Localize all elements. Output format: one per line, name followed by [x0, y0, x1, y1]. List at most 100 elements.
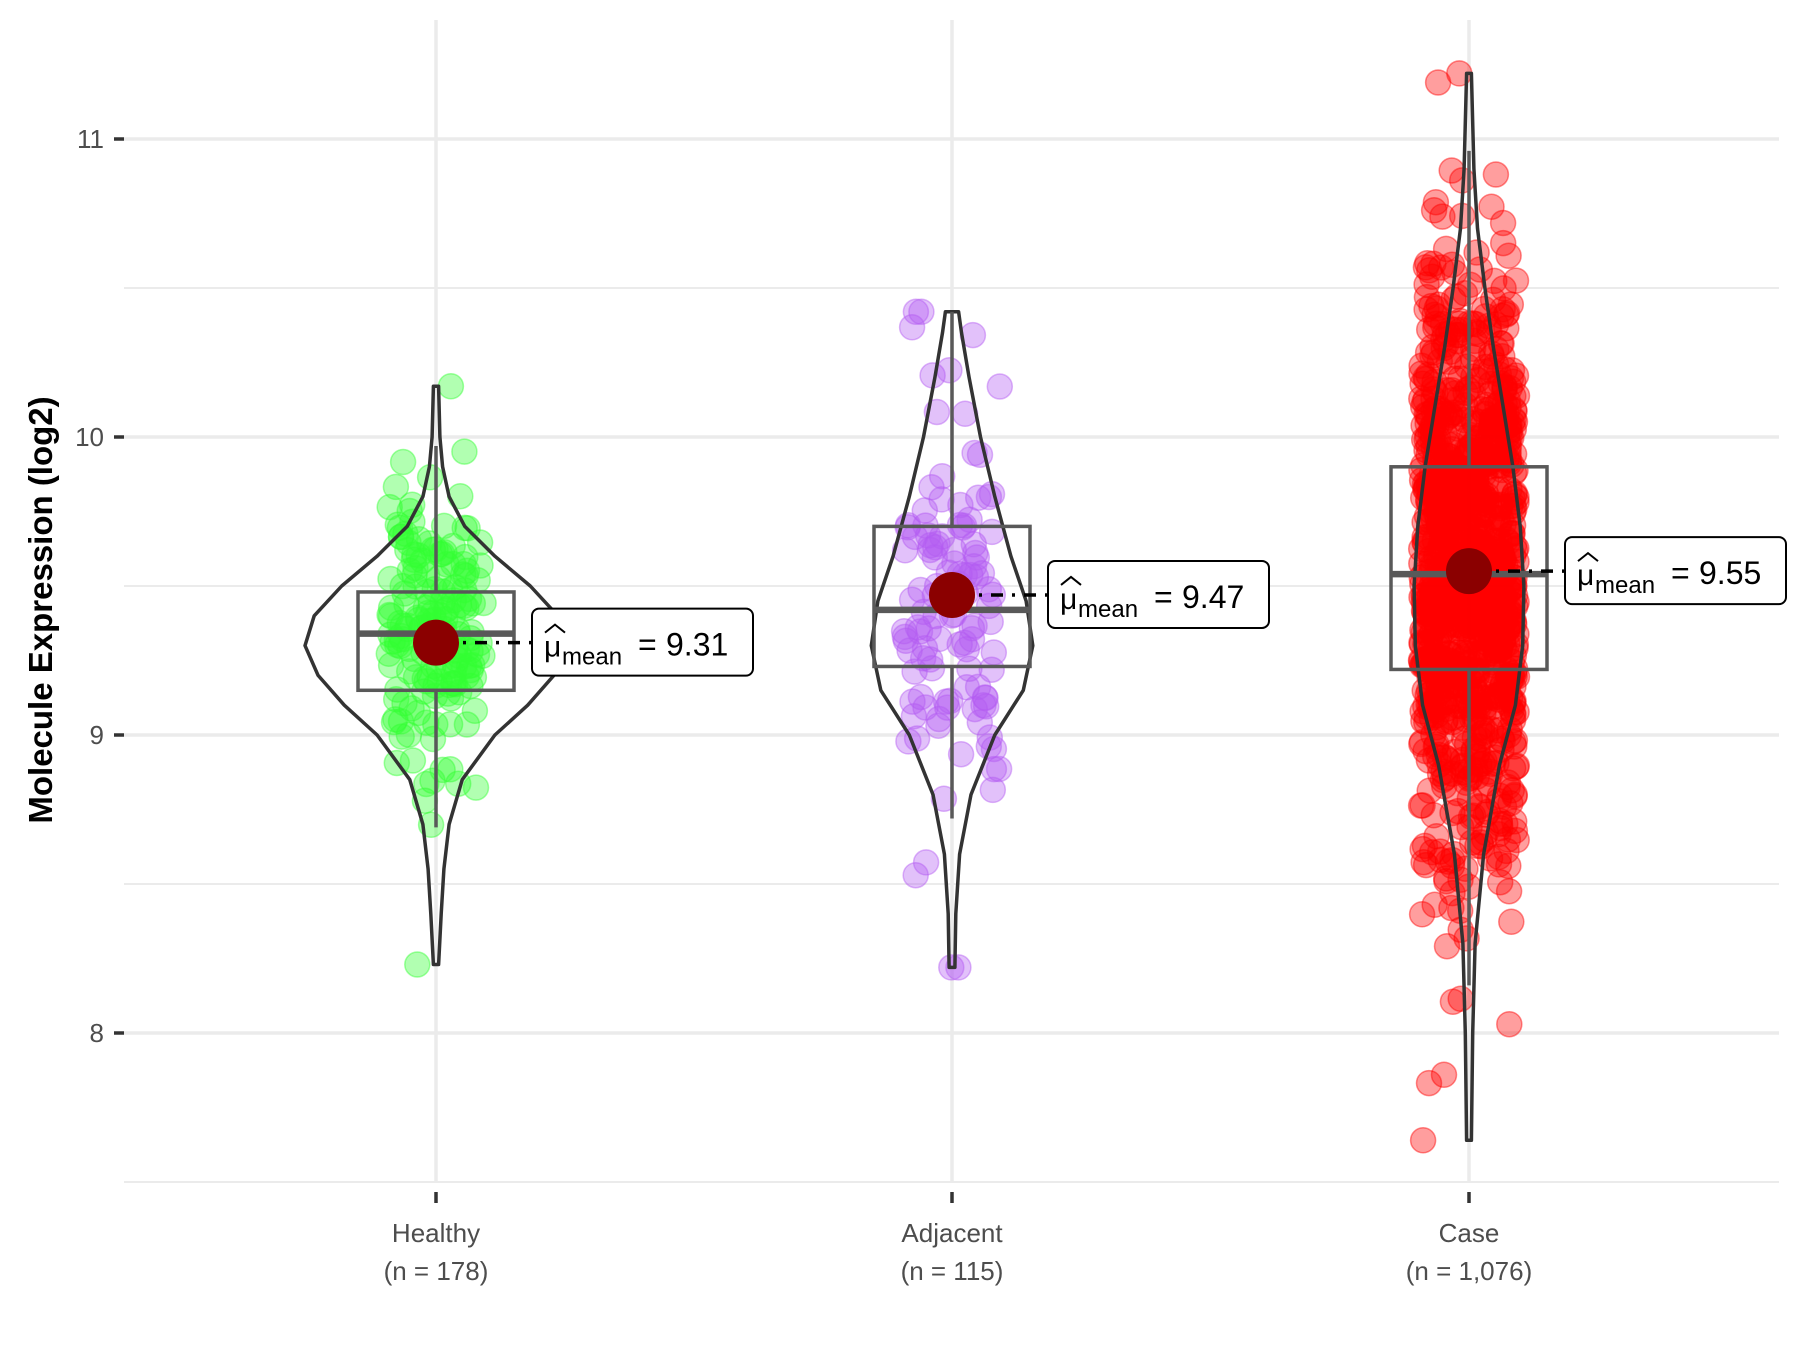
data-point [1412, 630, 1439, 658]
data-point [1408, 456, 1435, 484]
data-point [1462, 477, 1489, 504]
data-point [1502, 267, 1530, 294]
data-point [1423, 633, 1451, 660]
data-point [437, 685, 465, 712]
equals-sign: = [638, 627, 657, 663]
data-point [1470, 699, 1497, 727]
data-point [1447, 500, 1474, 528]
data-point [1447, 599, 1475, 626]
data-point [1492, 600, 1519, 627]
data-point [1474, 425, 1502, 453]
data-point [1483, 514, 1511, 541]
data-point [1489, 627, 1517, 654]
data-point [1468, 601, 1495, 628]
y-axis-title: Molecule Expression (log2) [22, 396, 59, 823]
data-point [1428, 608, 1456, 636]
data-point [1462, 624, 1490, 651]
data-point [1434, 647, 1461, 674]
x-tick-label-case: Case [1439, 1218, 1500, 1248]
mean-label-healthy: μ mean = 9.31 [531, 607, 754, 677]
data-point [1479, 693, 1506, 721]
data-point [1409, 370, 1436, 398]
data-point [1487, 541, 1515, 568]
data-point [1440, 405, 1467, 433]
mean-point-healthy [413, 619, 459, 666]
data-point [1478, 444, 1506, 471]
data-point [1472, 606, 1499, 633]
data-point [1409, 835, 1436, 863]
data-point [377, 594, 405, 622]
data-point [1458, 627, 1485, 654]
data-point [1448, 482, 1476, 510]
data-point [1442, 477, 1470, 504]
data-point [377, 651, 405, 679]
data-point [457, 656, 484, 684]
data-point [902, 861, 929, 889]
data-point [1495, 578, 1523, 605]
data-point [1487, 491, 1514, 518]
data-point [912, 849, 940, 876]
data-point [462, 774, 490, 801]
data-point [1480, 603, 1507, 631]
data-point [1441, 450, 1468, 477]
data-point [1475, 590, 1503, 617]
data-point [1425, 513, 1453, 540]
data-point [1470, 490, 1497, 517]
data-point [1464, 425, 1491, 452]
data-point [382, 473, 410, 501]
data-point [1486, 539, 1513, 566]
data-point [413, 668, 440, 695]
boxplots [356, 150, 1549, 986]
data-point [1433, 745, 1461, 772]
data-point [1484, 421, 1512, 448]
data-point [1427, 533, 1454, 561]
data-point [452, 562, 479, 590]
data-point [1486, 636, 1513, 664]
data-point [1486, 635, 1514, 662]
data-point [1458, 481, 1485, 509]
data-point [1498, 357, 1526, 384]
data-point [1429, 203, 1456, 230]
data-point [1425, 471, 1452, 499]
data-point [1439, 507, 1466, 534]
data-point [1489, 209, 1517, 237]
data-point [1445, 513, 1473, 540]
data-point [1477, 414, 1505, 442]
data-point [437, 373, 465, 400]
data-point [1454, 607, 1482, 634]
data-point [1412, 254, 1440, 281]
data-point [1479, 503, 1506, 531]
data-point [892, 627, 920, 655]
data-point [1410, 848, 1437, 876]
data-point [1408, 629, 1435, 656]
x-tick-count-healthy: (n = 178) [384, 1256, 489, 1286]
data-point [960, 553, 988, 580]
data-point [461, 697, 489, 725]
data-point [1462, 495, 1489, 523]
data-point [1434, 476, 1461, 504]
data-point [1463, 467, 1490, 495]
data-point [936, 687, 964, 715]
data-point [947, 491, 974, 519]
data-point [429, 756, 456, 784]
data-point [1458, 424, 1485, 451]
data-point [1433, 480, 1461, 507]
data-point [1430, 488, 1458, 515]
data-point [1412, 526, 1440, 553]
data-point [1440, 514, 1467, 541]
data-point [1451, 472, 1479, 500]
data-point [453, 557, 481, 585]
data-point [1479, 607, 1507, 634]
data-point [1438, 852, 1466, 880]
data-point [926, 625, 953, 653]
mean-point-case [1446, 548, 1492, 595]
data-point [1487, 610, 1515, 638]
data-point [1412, 386, 1439, 414]
data-point [986, 373, 1014, 400]
data-point [1418, 544, 1445, 571]
data-point [1435, 605, 1463, 633]
data-point [1468, 625, 1496, 653]
data-point [457, 638, 484, 665]
data-point [1482, 476, 1510, 504]
data-point [1468, 521, 1496, 548]
